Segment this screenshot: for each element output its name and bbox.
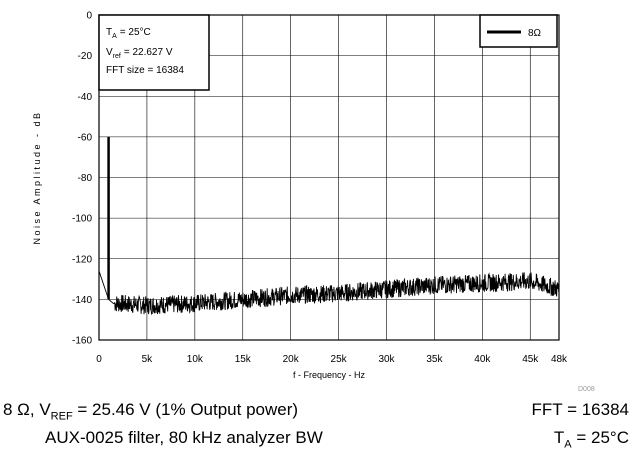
conditions-box: TA = 25°C Vref = 22.627 V FFT size = 16384: [98, 14, 210, 91]
y-tick-label: -20: [78, 51, 93, 62]
noise-amplitude-chart: 0 5k 10k 15k 20k 25k 30k 35k 40k 45k 48k 0 -20 -40 -6…: [32, 11, 595, 394]
y-tick-label: -160: [72, 336, 92, 347]
x-tick-label: 40k: [474, 354, 491, 365]
x-tick-label: 0: [96, 354, 102, 365]
y-tick-label: -120: [72, 254, 92, 265]
y-tick-label: -80: [78, 173, 93, 184]
y-axis-label: Noise Amplitude - dB: [32, 110, 42, 244]
y-axis-ticks: 0 -20 -40 -60 -80 -100 -120 -140 -160: [72, 11, 92, 347]
legend: 8Ω: [479, 14, 558, 48]
x-axis-label: f - Frequency - Hz: [293, 370, 366, 380]
x-tick-label: 35k: [426, 354, 443, 365]
x-tick-label: 10k: [187, 354, 204, 365]
x-tick-label: 20k: [283, 354, 300, 365]
caption-temperature: TA = 25°C: [553, 428, 629, 451]
x-tick-label: 25k: [331, 354, 348, 365]
series-8ohm-noise-line: [98, 270, 560, 316]
x-tick-label: 15k: [235, 354, 252, 365]
caption-load-vref: 8 Ω, VREF = 25.46 V (1% Output power): [3, 400, 299, 423]
x-axis-ticks: 0 5k 10k 15k 20k 25k 30k 35k 40k 45k 48k: [96, 354, 568, 365]
fft-size-annotation: FFT size = 16384: [106, 65, 184, 76]
x-tick-label: 30k: [378, 354, 395, 365]
caption-filter: AUX-0025 filter, 80 kHz analyzer BW: [45, 428, 323, 447]
y-tick-label: -60: [78, 132, 93, 143]
x-tick-label: 5k: [142, 354, 154, 365]
vref-annotation: Vref = 22.627 V: [106, 47, 173, 60]
y-tick-label: -100: [72, 214, 92, 225]
figure-id-watermark: D008: [578, 386, 595, 393]
plot-frame: [98, 14, 560, 341]
caption-fft: FFT = 16384: [531, 400, 630, 419]
legend-label: 8Ω: [528, 28, 542, 39]
y-tick-label: -140: [72, 295, 92, 306]
ta-annotation: TA = 25°C: [106, 27, 151, 40]
x-tick-label: 45k: [522, 354, 539, 365]
series-8ohm-trace: [98, 136, 560, 316]
y-tick-label: 0: [86, 11, 92, 22]
y-tick-label: -40: [78, 92, 93, 103]
x-tick-label: 48k: [551, 354, 568, 365]
